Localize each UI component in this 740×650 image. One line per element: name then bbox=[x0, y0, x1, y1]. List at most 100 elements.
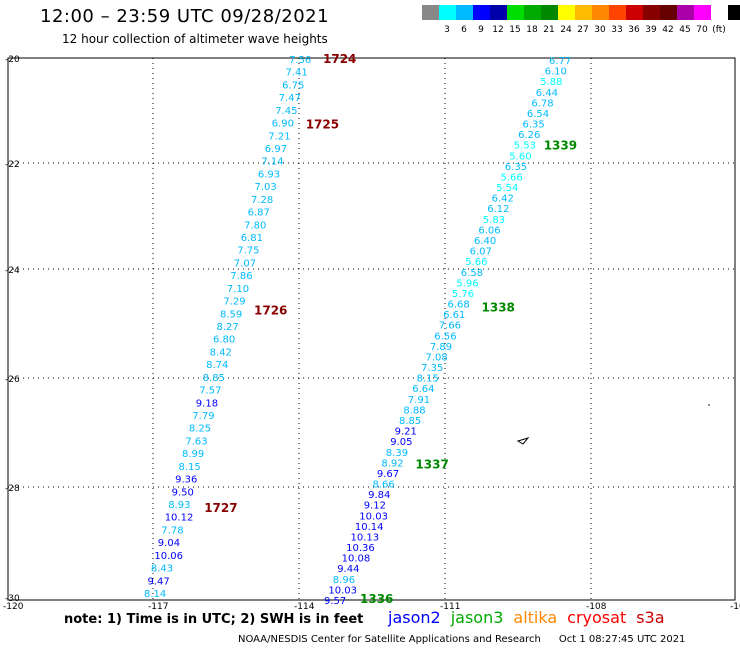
swh-value-label: 8.14 bbox=[144, 589, 166, 600]
colorbar-swatch bbox=[643, 5, 660, 20]
colorbar-swatch bbox=[711, 5, 728, 20]
swh-value-label: 9.21 bbox=[395, 427, 417, 438]
swh-value-label: 6.93 bbox=[258, 169, 280, 180]
pass-time-label: 1336 bbox=[360, 592, 393, 606]
swh-value-label: 6.64 bbox=[412, 384, 434, 395]
swh-value-label: 10.03 bbox=[328, 585, 357, 596]
swh-value-label: 8.85 bbox=[203, 373, 225, 384]
swh-value-label: 10.13 bbox=[351, 533, 380, 544]
swh-value-label: 6.58 bbox=[461, 268, 483, 279]
lat-tick-label: -26 bbox=[5, 375, 20, 385]
swh-value-label: 7.03 bbox=[255, 182, 277, 193]
swh-value-label: 7.86 bbox=[230, 271, 252, 282]
colorbar-swatch bbox=[592, 5, 609, 20]
swh-value-label: 8.25 bbox=[189, 424, 211, 435]
swh-value-label: 6.80 bbox=[213, 335, 235, 346]
legend-cryosat: cryosat bbox=[567, 608, 627, 627]
swh-value-label: 7.08 bbox=[426, 353, 448, 364]
swh-value-label: 5.66 bbox=[465, 257, 487, 268]
swh-value-label: 10.06 bbox=[154, 551, 183, 562]
swh-value-label: 6.90 bbox=[272, 119, 294, 130]
swh-value-label: 8.15 bbox=[417, 374, 439, 385]
swh-value-label: 9.57 bbox=[324, 596, 346, 607]
swh-value-label: 7.29 bbox=[223, 297, 245, 308]
colorbar-swatch bbox=[507, 5, 524, 20]
lat-tick-label: -30 bbox=[5, 594, 20, 604]
swh-value-label: 6.56 bbox=[434, 331, 456, 342]
colorbar-label: (ft) bbox=[712, 25, 726, 35]
island-outline bbox=[516, 437, 530, 445]
swh-value-label: 6.07 bbox=[470, 247, 492, 258]
pass-time-label: 1726 bbox=[254, 303, 287, 317]
lon-tick-label: -105 bbox=[730, 602, 740, 612]
swh-value-label: 9.47 bbox=[148, 576, 170, 587]
swh-value-label: 8.88 bbox=[403, 405, 425, 416]
swh-value-label: 9.50 bbox=[172, 487, 194, 498]
swh-value-label: 10.12 bbox=[165, 513, 194, 524]
colorbar-swatch bbox=[660, 5, 677, 20]
colorbar-swatch bbox=[558, 5, 575, 20]
colorbar-swatch bbox=[439, 5, 456, 20]
units-note: note: 1) Time is in UTC; 2) SWH is in fe… bbox=[64, 612, 364, 627]
colorbar-swatch bbox=[473, 5, 490, 20]
swh-value-label: 8.85 bbox=[399, 416, 421, 427]
colorbar-label: 70 bbox=[696, 25, 708, 35]
footer-org: NOAA/NESDIS Center for Satellite Applica… bbox=[238, 634, 541, 645]
swh-value-label: 9.84 bbox=[368, 490, 390, 501]
colorbar-label: 33 bbox=[611, 25, 623, 35]
swh-value-label: 7.21 bbox=[268, 131, 290, 142]
swh-value-label: 7.10 bbox=[227, 284, 249, 295]
swh-value-label: 8.74 bbox=[206, 360, 228, 371]
colorbar-swatch bbox=[694, 5, 711, 20]
swh-value-label: 7.14 bbox=[261, 157, 283, 168]
swh-value-label: 7.91 bbox=[408, 395, 430, 406]
lon-tick-label: -117 bbox=[148, 602, 168, 612]
swh-value-label: 7.75 bbox=[237, 246, 259, 257]
swh-value-label: 6.87 bbox=[248, 208, 270, 219]
swh-value-label: 7.79 bbox=[192, 411, 214, 422]
swh-value-label: 8.96 bbox=[333, 575, 355, 586]
colorbar-label: 42 bbox=[662, 25, 674, 35]
colorbar-swatch bbox=[728, 5, 740, 20]
swh-value-label: 8.27 bbox=[217, 322, 239, 333]
swh-value-label: 6.78 bbox=[531, 98, 553, 109]
lon-tick-label: -111 bbox=[440, 602, 460, 612]
map-subtitle: 12 hour collection of altimeter wave hei… bbox=[62, 32, 328, 46]
swh-value-label: 7.47 bbox=[279, 93, 301, 104]
swh-value-label: 7.89 bbox=[430, 342, 452, 353]
swh-value-label: 9.18 bbox=[196, 398, 218, 409]
swh-value-label: 7.57 bbox=[199, 386, 221, 397]
pass-time-label: 1339 bbox=[544, 139, 577, 153]
swh-value-label: 7.28 bbox=[251, 195, 273, 206]
colorbar-label: 6 bbox=[461, 25, 467, 35]
legend-s3a: s3a bbox=[636, 608, 665, 627]
colorbar-label: 39 bbox=[645, 25, 657, 35]
swh-value-label: 9.05 bbox=[390, 437, 412, 448]
colorbar-swatch bbox=[541, 5, 558, 20]
swh-value-label: 7.66 bbox=[439, 321, 461, 332]
swh-value-label: 7.78 bbox=[161, 525, 183, 536]
map-title: 12:00 – 23:59 UTC 09/28/2021 bbox=[40, 6, 330, 27]
swh-value-label: 10.08 bbox=[342, 554, 371, 565]
swh-value-label: 8.43 bbox=[151, 564, 173, 575]
colorbar-label: 18 bbox=[526, 25, 538, 35]
swh-value-label: 8.66 bbox=[373, 480, 395, 491]
swh-value-label: 5.54 bbox=[496, 183, 518, 194]
colorbar-label: 15 bbox=[509, 25, 521, 35]
swh-value-label: 6.40 bbox=[474, 236, 496, 247]
colorbar-swatch bbox=[626, 5, 643, 20]
swh-value-label: 7.45 bbox=[275, 106, 297, 117]
swh-value-label: 5.66 bbox=[501, 173, 523, 184]
swh-value-label: 6.35 bbox=[523, 120, 545, 131]
colorbar-swatch bbox=[524, 5, 541, 20]
swh-value-label: 7.80 bbox=[244, 220, 266, 231]
swh-value-label: 7.56 bbox=[289, 55, 311, 66]
swh-value-label: 5.96 bbox=[456, 278, 478, 289]
colorbar-label: 21 bbox=[543, 25, 555, 35]
pass-time-label: 1337 bbox=[415, 457, 448, 471]
colorbar-swatch bbox=[456, 5, 473, 20]
satellite-legend: jason2 jason3 altika cryosat s3a bbox=[388, 608, 675, 627]
colorbar-label: 45 bbox=[679, 25, 691, 35]
swh-value-label: 6.44 bbox=[536, 88, 558, 99]
